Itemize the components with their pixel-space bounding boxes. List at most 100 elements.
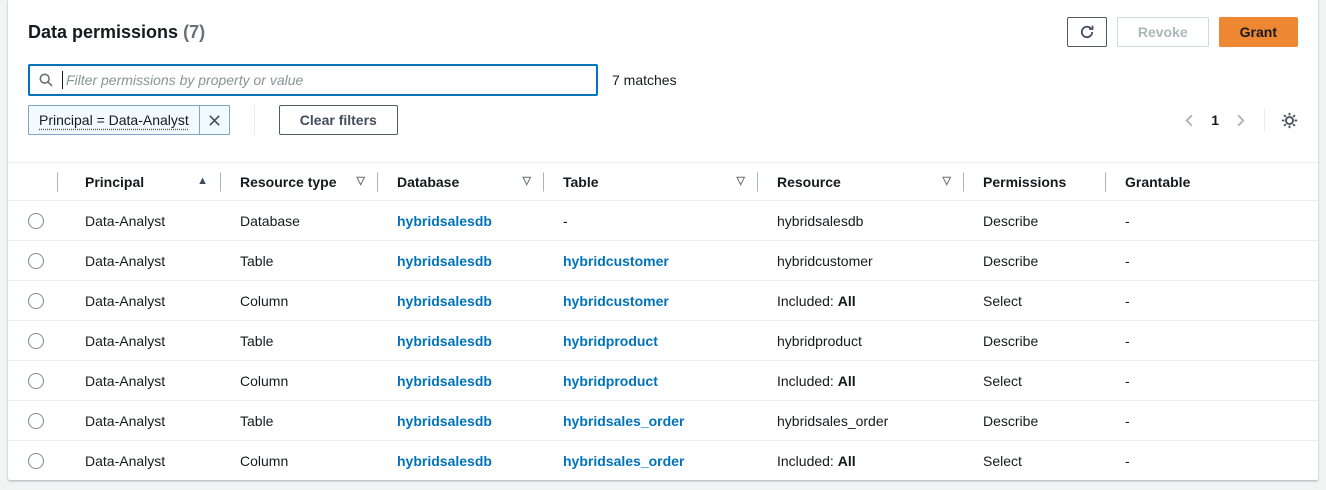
- matches-count: 7 matches: [612, 72, 677, 88]
- cell-resource-type: Database: [220, 200, 377, 241]
- next-page-button[interactable]: [1233, 113, 1248, 128]
- table-link[interactable]: hybridsales_order: [563, 412, 685, 429]
- chevron-left-icon: [1182, 113, 1197, 128]
- cell-resource-type: Column: [240, 452, 289, 469]
- sortable-icon: ▽: [356, 175, 365, 187]
- table-link[interactable]: hybridproduct: [563, 372, 658, 389]
- cell-grantable: -: [1125, 452, 1130, 469]
- column-label: Resource: [777, 173, 841, 190]
- filter-token-remove-button[interactable]: [198, 106, 229, 134]
- resource-text: Included:: [777, 372, 838, 389]
- database-link[interactable]: hybridsalesdb: [397, 412, 492, 429]
- filter-token-label: Principal = Data-Analyst: [39, 112, 189, 128]
- row-radio-button[interactable]: [28, 373, 44, 390]
- column-header-principal[interactable]: Principal ▲: [57, 162, 220, 201]
- cell-principal: Data-Analyst: [57, 320, 220, 361]
- table-settings-button[interactable]: [1281, 112, 1298, 129]
- pagination-separator: [1264, 109, 1265, 131]
- column-label: Resource type: [240, 173, 337, 190]
- filter-input[interactable]: [63, 66, 588, 94]
- magnifier-icon: [38, 72, 54, 88]
- cell-resource: hybridproduct: [757, 320, 963, 361]
- row-radio-button[interactable]: [28, 413, 44, 430]
- resource-text: Included:: [777, 452, 838, 469]
- database-link[interactable]: hybridsalesdb: [397, 252, 492, 269]
- cell-principal: Data-Analyst: [57, 240, 220, 281]
- column-header-resource[interactable]: Resource ▽: [757, 162, 963, 201]
- table-row: Data-Analyst Column hybridsalesdb hybrid…: [8, 280, 1318, 321]
- resource-emphasis: All: [837, 372, 856, 389]
- cell-resource-type: Column: [220, 360, 377, 401]
- item-counter: (7): [183, 21, 206, 42]
- row-radio-button[interactable]: [28, 453, 44, 470]
- table-row: Data-Analyst Table hybridsalesdb hybridp…: [8, 320, 1318, 361]
- row-radio-button[interactable]: [28, 333, 44, 350]
- chevron-right-icon: [1233, 113, 1248, 128]
- cell-principal: Data-Analyst: [85, 452, 166, 469]
- cell-resource: Included: All: [757, 360, 963, 401]
- table-row: Data-Analyst Column hybridsalesdb hybrid…: [8, 360, 1318, 401]
- cell-resource: Included: All: [757, 441, 963, 481]
- cell-permissions: Describe: [963, 240, 1105, 281]
- cell-principal: Data-Analyst: [57, 200, 220, 241]
- clear-filters-button[interactable]: Clear filters: [278, 105, 398, 135]
- table-row: Data-Analyst Table hybridsalesdb hybrids…: [8, 400, 1318, 441]
- cell-principal: Data-Analyst: [57, 360, 220, 401]
- sortable-icon: ▽: [522, 175, 531, 187]
- cell-grantable: -: [1105, 280, 1318, 321]
- refresh-icon: [1079, 24, 1095, 40]
- table-link[interactable]: hybridcustomer: [563, 252, 669, 269]
- table-link[interactable]: hybridproduct: [563, 332, 658, 349]
- database-link[interactable]: hybridsalesdb: [397, 452, 492, 469]
- database-link[interactable]: hybridsalesdb: [397, 292, 492, 309]
- cell-principal: Data-Analyst: [57, 280, 220, 321]
- previous-page-button[interactable]: [1182, 113, 1197, 128]
- grant-button[interactable]: Grant: [1218, 17, 1298, 47]
- table-link[interactable]: hybridcustomer: [563, 292, 669, 309]
- cell-resource-type: Column: [220, 280, 377, 321]
- cell-principal: Data-Analyst: [57, 400, 220, 441]
- cell-resource-type: Table: [220, 320, 377, 361]
- input-caret: [62, 71, 63, 89]
- table-row: Data-Analyst Table hybridsalesdb hybridc…: [8, 240, 1318, 281]
- column-header-table[interactable]: Table ▽: [543, 162, 757, 201]
- column-label: Database: [397, 173, 460, 190]
- pagination: 1: [1182, 109, 1298, 131]
- cell-resource: hybridsales_order: [757, 400, 963, 441]
- row-radio-button[interactable]: [28, 253, 44, 270]
- cell-resource: hybridcustomer: [757, 240, 963, 281]
- revoke-button[interactable]: Revoke: [1116, 17, 1209, 47]
- sortable-icon: ▽: [736, 175, 745, 187]
- column-header-database[interactable]: Database ▽: [377, 162, 543, 201]
- filter-input-container: [28, 64, 598, 96]
- cell-table: -: [543, 200, 757, 241]
- data-permissions-panel: Data permissions (7) Revoke Grant: [8, 0, 1318, 480]
- table-link[interactable]: hybridsales_order: [563, 452, 685, 469]
- resource-text: Included:: [777, 292, 838, 309]
- cell-resource-type: Table: [220, 400, 377, 441]
- database-link[interactable]: hybridsalesdb: [397, 372, 492, 389]
- cell-grantable: -: [1105, 200, 1318, 241]
- refresh-button[interactable]: [1066, 17, 1107, 47]
- column-label: Permissions: [983, 173, 1067, 190]
- resource-text: hybridcustomer: [777, 252, 873, 269]
- table-header-row: Principal ▲ Resource type ▽ Database ▽: [8, 162, 1318, 201]
- database-link[interactable]: hybridsalesdb: [397, 332, 492, 349]
- row-radio-button[interactable]: [28, 293, 44, 310]
- column-header-resource-type[interactable]: Resource type ▽: [220, 162, 377, 201]
- column-header-permissions: Permissions: [963, 162, 1105, 201]
- cell-grantable: -: [1105, 240, 1318, 281]
- cell-permissions: Select: [963, 360, 1105, 401]
- column-label: Principal: [85, 173, 145, 190]
- database-link[interactable]: hybridsalesdb: [397, 212, 492, 229]
- resource-emphasis: All: [837, 452, 856, 469]
- cell-permissions: Describe: [963, 200, 1105, 241]
- cell-permissions: Describe: [963, 320, 1105, 361]
- page-title: Data permissions (7): [28, 22, 205, 43]
- close-icon: [208, 114, 221, 127]
- cell-permissions: Select: [963, 280, 1105, 321]
- column-header-grantable: Grantable: [1105, 162, 1318, 201]
- resource-text: hybridproduct: [777, 332, 862, 349]
- row-radio-button[interactable]: [28, 213, 44, 230]
- column-label: Grantable: [1125, 173, 1191, 190]
